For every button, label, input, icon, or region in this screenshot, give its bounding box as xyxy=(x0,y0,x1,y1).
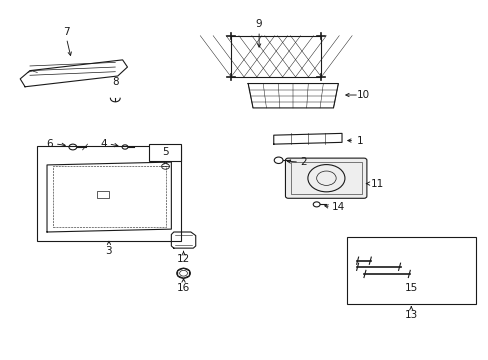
Text: 11: 11 xyxy=(370,179,384,189)
Text: 14: 14 xyxy=(331,202,345,212)
Text: 3: 3 xyxy=(105,246,112,256)
Text: 5: 5 xyxy=(162,147,168,157)
Bar xyxy=(290,162,361,194)
Text: 9: 9 xyxy=(255,19,262,30)
Bar xyxy=(37,146,181,241)
Text: 10: 10 xyxy=(356,90,369,100)
Bar xyxy=(97,191,109,198)
Text: 12: 12 xyxy=(177,254,190,264)
Text: 7: 7 xyxy=(63,27,70,37)
Text: 15: 15 xyxy=(404,283,417,293)
Bar xyxy=(231,36,321,77)
FancyBboxPatch shape xyxy=(285,158,366,198)
Text: 6: 6 xyxy=(47,139,53,149)
Bar xyxy=(53,166,165,227)
Text: 1: 1 xyxy=(356,136,363,145)
Bar xyxy=(346,237,475,304)
Text: 16: 16 xyxy=(177,283,190,293)
Text: 2: 2 xyxy=(300,157,306,167)
Text: 8: 8 xyxy=(112,77,119,87)
Bar xyxy=(149,144,181,161)
Text: 13: 13 xyxy=(404,310,417,320)
Text: 4: 4 xyxy=(100,139,107,149)
